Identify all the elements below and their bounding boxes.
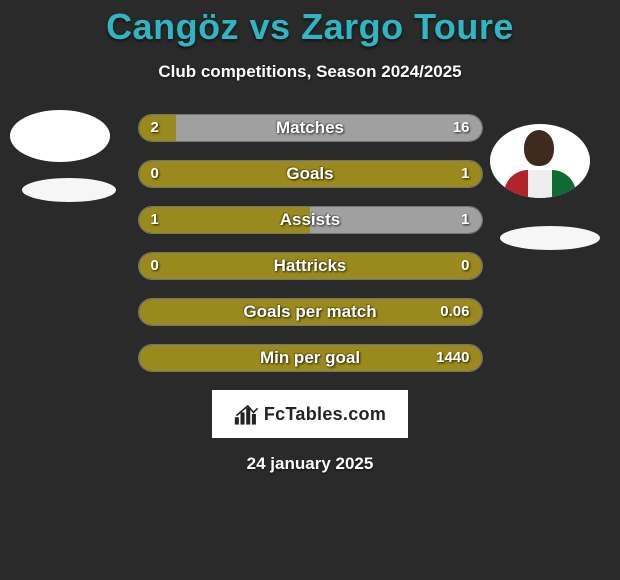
bar-fill-left bbox=[139, 161, 482, 187]
bar-fill-left bbox=[139, 345, 482, 371]
bar-fill-left bbox=[139, 207, 311, 233]
stat-bar: 01Goals bbox=[138, 160, 483, 188]
stat-bar: 0.06Goals per match bbox=[138, 298, 483, 326]
logo-text: FcTables.com bbox=[264, 404, 386, 425]
player-right-avatar bbox=[490, 124, 590, 198]
subtitle: Club competitions, Season 2024/2025 bbox=[0, 62, 620, 82]
player-left-shadow bbox=[22, 178, 116, 202]
bar-fill-right bbox=[310, 207, 482, 233]
stat-bar: 00Hattricks bbox=[138, 252, 483, 280]
stat-bar: 1440Min per goal bbox=[138, 344, 483, 372]
bar-fill-left bbox=[139, 253, 482, 279]
page-title: Cangöz vs Zargo Toure bbox=[0, 6, 620, 48]
bar-fill-left bbox=[139, 299, 482, 325]
stat-bar: 216Matches bbox=[138, 114, 483, 142]
player-right-shadow bbox=[500, 226, 600, 250]
date-text: 24 january 2025 bbox=[0, 454, 620, 474]
stat-bars: 216Matches 01Goals 11Assists 00Hattricks 0.0… bbox=[138, 114, 483, 372]
bar-fill-left bbox=[139, 115, 177, 141]
player-left-avatar bbox=[10, 110, 110, 162]
comparison-card: Cangöz vs Zargo Toure Club competitions,… bbox=[0, 0, 620, 580]
fctables-logo: FcTables.com bbox=[212, 390, 408, 438]
bar-fill-right bbox=[176, 115, 481, 141]
stat-bar: 11Assists bbox=[138, 206, 483, 234]
logo-icon bbox=[234, 402, 260, 426]
